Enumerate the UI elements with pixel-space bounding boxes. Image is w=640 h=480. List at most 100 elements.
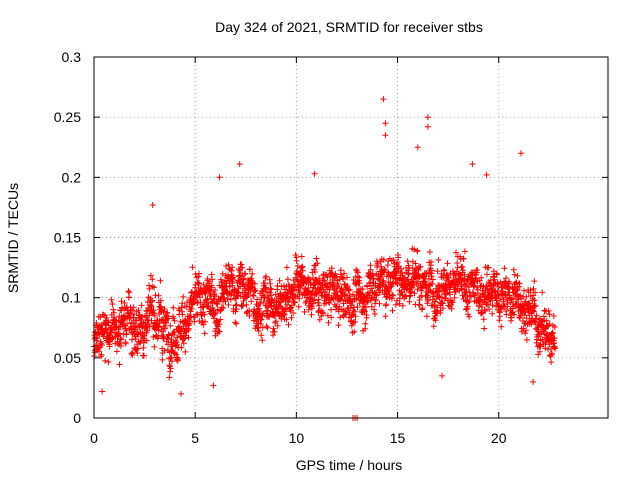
data-point <box>459 263 466 270</box>
data-point <box>354 304 361 311</box>
data-point <box>352 318 359 325</box>
data-point <box>230 274 237 281</box>
data-point <box>126 294 132 301</box>
data-point <box>148 303 155 310</box>
data-point <box>337 314 344 321</box>
data-point <box>361 308 368 315</box>
data-point <box>295 303 302 310</box>
data-point <box>108 296 115 303</box>
data-point <box>239 264 246 271</box>
data-point <box>233 320 240 327</box>
data-point <box>298 253 305 260</box>
data-point <box>275 309 282 316</box>
x-axis-label: GPS time / hours <box>296 457 403 473</box>
data-point <box>242 270 249 277</box>
data-point <box>545 307 552 314</box>
data-point <box>312 269 318 275</box>
data-point <box>385 269 391 276</box>
data-point <box>504 303 511 310</box>
data-point <box>232 319 239 326</box>
data-point <box>313 255 320 262</box>
data-point <box>550 313 557 319</box>
y-tick-label: 0.1 <box>62 290 82 306</box>
data-point <box>311 170 318 177</box>
data-point <box>254 314 261 321</box>
data-point <box>546 311 553 318</box>
data-point <box>243 301 250 308</box>
data-point <box>430 291 437 298</box>
data-point <box>438 294 445 301</box>
data-point <box>405 271 412 278</box>
data-point <box>389 307 396 314</box>
data-point <box>164 309 171 316</box>
data-point <box>383 301 390 308</box>
data-point <box>278 283 285 290</box>
data-point <box>272 318 279 325</box>
data-point <box>381 267 388 274</box>
data-point <box>519 328 525 335</box>
data-point <box>361 307 368 314</box>
data-point <box>449 299 456 306</box>
data-point <box>463 288 470 295</box>
data-point <box>260 299 267 305</box>
data-point <box>389 291 396 298</box>
data-point <box>463 298 470 305</box>
data-point <box>417 263 424 270</box>
data-point <box>352 313 359 320</box>
data-point <box>399 292 406 299</box>
data-point <box>276 277 283 284</box>
data-point <box>527 287 534 294</box>
data-point <box>328 265 335 272</box>
data-point <box>249 270 256 277</box>
data-point <box>380 256 387 263</box>
data-point <box>414 248 421 255</box>
data-point <box>261 280 268 287</box>
data-point <box>167 368 174 375</box>
data-point <box>141 352 147 359</box>
data-point <box>362 325 369 332</box>
data-point <box>533 339 540 346</box>
data-point <box>551 335 558 342</box>
data-point <box>325 319 332 326</box>
data-point <box>382 120 389 127</box>
data-point <box>546 321 553 327</box>
data-point <box>549 329 556 336</box>
data-point <box>135 345 142 352</box>
data-point <box>531 278 538 285</box>
data-point <box>179 300 186 307</box>
data-point <box>218 278 225 285</box>
data-point <box>337 267 344 274</box>
data-point <box>463 306 470 313</box>
data-point <box>138 302 145 309</box>
data-point <box>530 378 537 385</box>
data-point <box>255 328 262 334</box>
data-point <box>271 328 278 335</box>
data-point <box>445 274 452 281</box>
data-point <box>530 285 537 292</box>
data-point <box>390 292 397 299</box>
data-point <box>240 275 247 282</box>
data-point <box>548 359 555 366</box>
data-point <box>233 306 240 313</box>
y-tick-label: 0.3 <box>62 49 82 65</box>
data-point <box>293 257 300 264</box>
data-point <box>395 254 402 261</box>
data-point <box>474 267 481 273</box>
data-point <box>424 123 431 130</box>
data-point <box>235 290 242 297</box>
data-point <box>341 270 348 277</box>
data-point <box>180 293 187 300</box>
data-point <box>371 306 378 313</box>
data-point <box>218 304 225 311</box>
data-point <box>161 347 168 354</box>
data-point <box>133 317 140 324</box>
data-point <box>122 340 129 347</box>
data-point <box>326 300 333 306</box>
data-point <box>376 300 383 307</box>
data-point <box>283 316 290 323</box>
data-point <box>180 340 187 347</box>
data-point <box>484 271 490 278</box>
data-point <box>238 261 245 268</box>
data-point <box>202 318 209 325</box>
data-point <box>247 266 253 273</box>
